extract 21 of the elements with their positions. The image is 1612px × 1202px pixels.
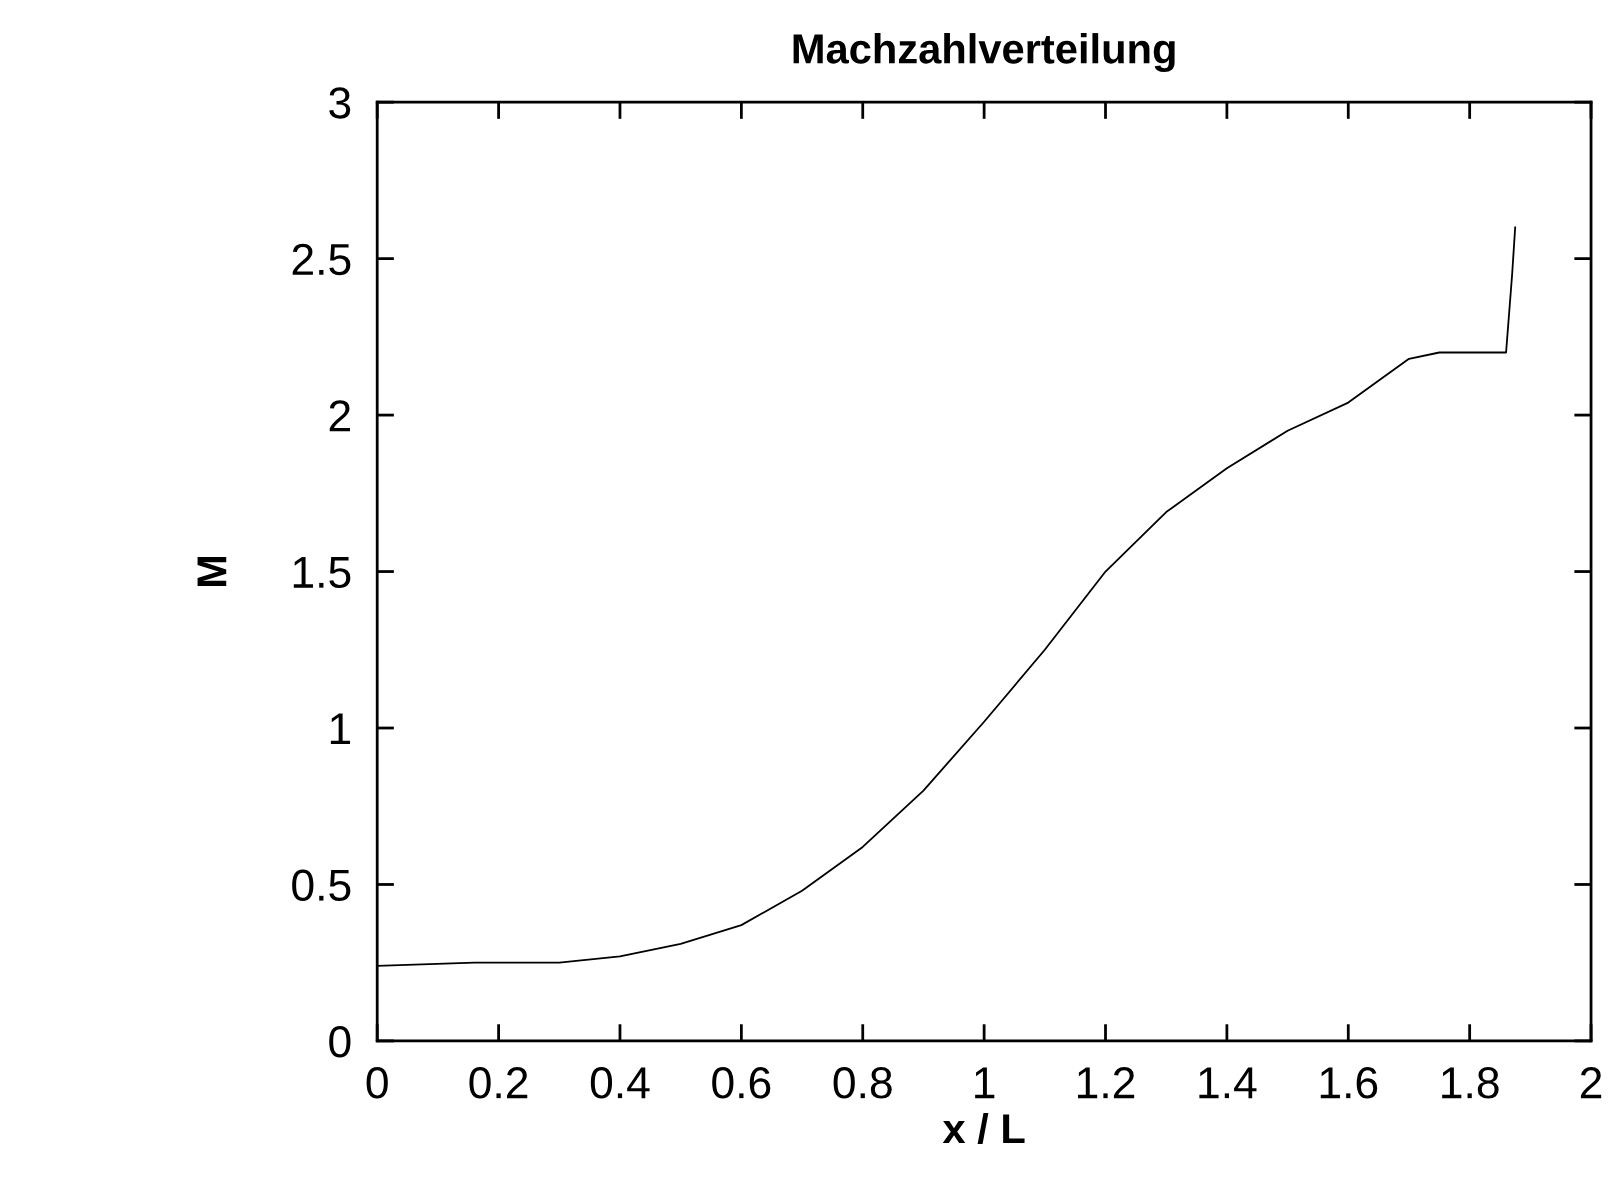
x-tick-label: 0.4 (590, 1067, 650, 1099)
y-tick-label: 0 (329, 1026, 351, 1058)
y-tick-label: 0.5 (292, 869, 351, 902)
x-tick-label: 0.2 (469, 1067, 528, 1099)
y-tick-label: 1.5 (293, 557, 351, 589)
y-tick-label: 3 (329, 87, 351, 119)
x-tick-label: 1.2 (1078, 1067, 1135, 1099)
x-tick-label: 1 (975, 1067, 995, 1099)
y-axis-title: M (197, 556, 227, 587)
x-tick-label: 1.8 (1442, 1067, 1499, 1099)
x-axis-title: x / L (942, 1112, 1025, 1144)
y-tick-label: 2.5 (292, 243, 351, 276)
x-tick-label: 0 (366, 1067, 388, 1099)
x-tick-label: 1.6 (1320, 1067, 1378, 1099)
y-tick-label: 2 (329, 400, 350, 432)
x-tick-label: 1.4 (1199, 1067, 1257, 1099)
x-tick-label: 2 (1580, 1067, 1602, 1099)
x-tick-label: 0.8 (833, 1067, 892, 1099)
chart-title: Machzahlverteilung (793, 33, 1175, 73)
y-tick-label: 1 (330, 713, 351, 745)
x-tick-label: 0.6 (712, 1067, 771, 1099)
